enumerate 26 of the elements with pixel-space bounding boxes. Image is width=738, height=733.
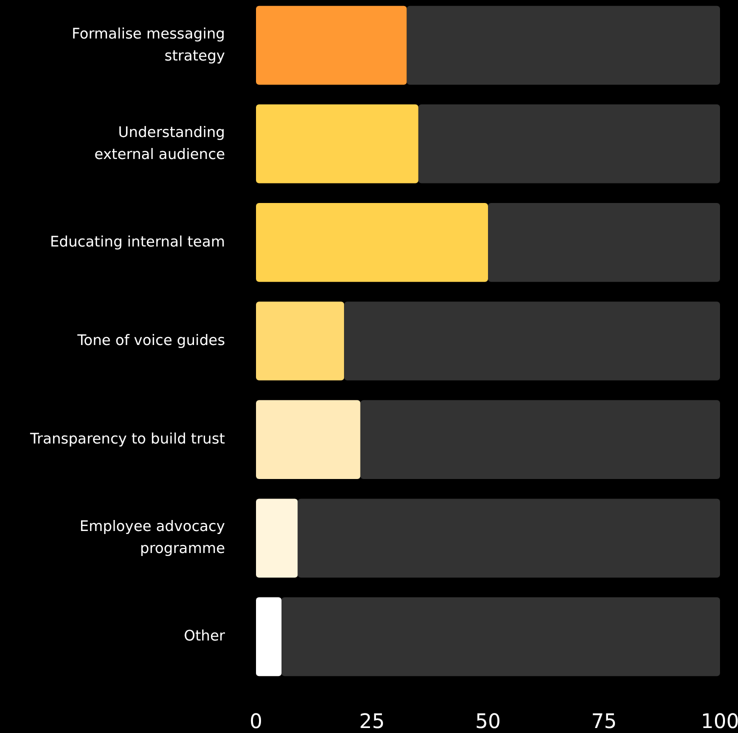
y-tick-label: Tone of voice guides [76,332,225,349]
bar [406,6,720,85]
x-tick-label: 50 [475,709,501,733]
y-tick-label: Formalise messaging strategy [72,26,226,64]
x-tick-label: 75 [591,709,617,733]
bar [256,104,418,184]
y-tick-label: Employee advocacy programme [80,519,226,558]
y-tick-label: Transparency to build trust [29,432,226,448]
bar [256,400,360,479]
bar [488,203,720,282]
y-tick-label: Educating internal team [50,234,225,250]
bar [282,597,720,676]
bar [256,302,344,380]
bar [344,302,720,380]
x-tick-label: 0 [250,709,262,733]
bar [256,6,407,85]
bar [298,498,720,578]
bar [360,400,720,479]
y-tick-label: Other [184,628,226,645]
x-tick-label: 25 [359,709,385,733]
bar [418,104,720,184]
x-tick-label: 100 [700,709,738,733]
bar [256,498,298,578]
bar [256,203,488,282]
y-tick-label: Understanding external audience [94,124,226,163]
bar [256,597,282,676]
